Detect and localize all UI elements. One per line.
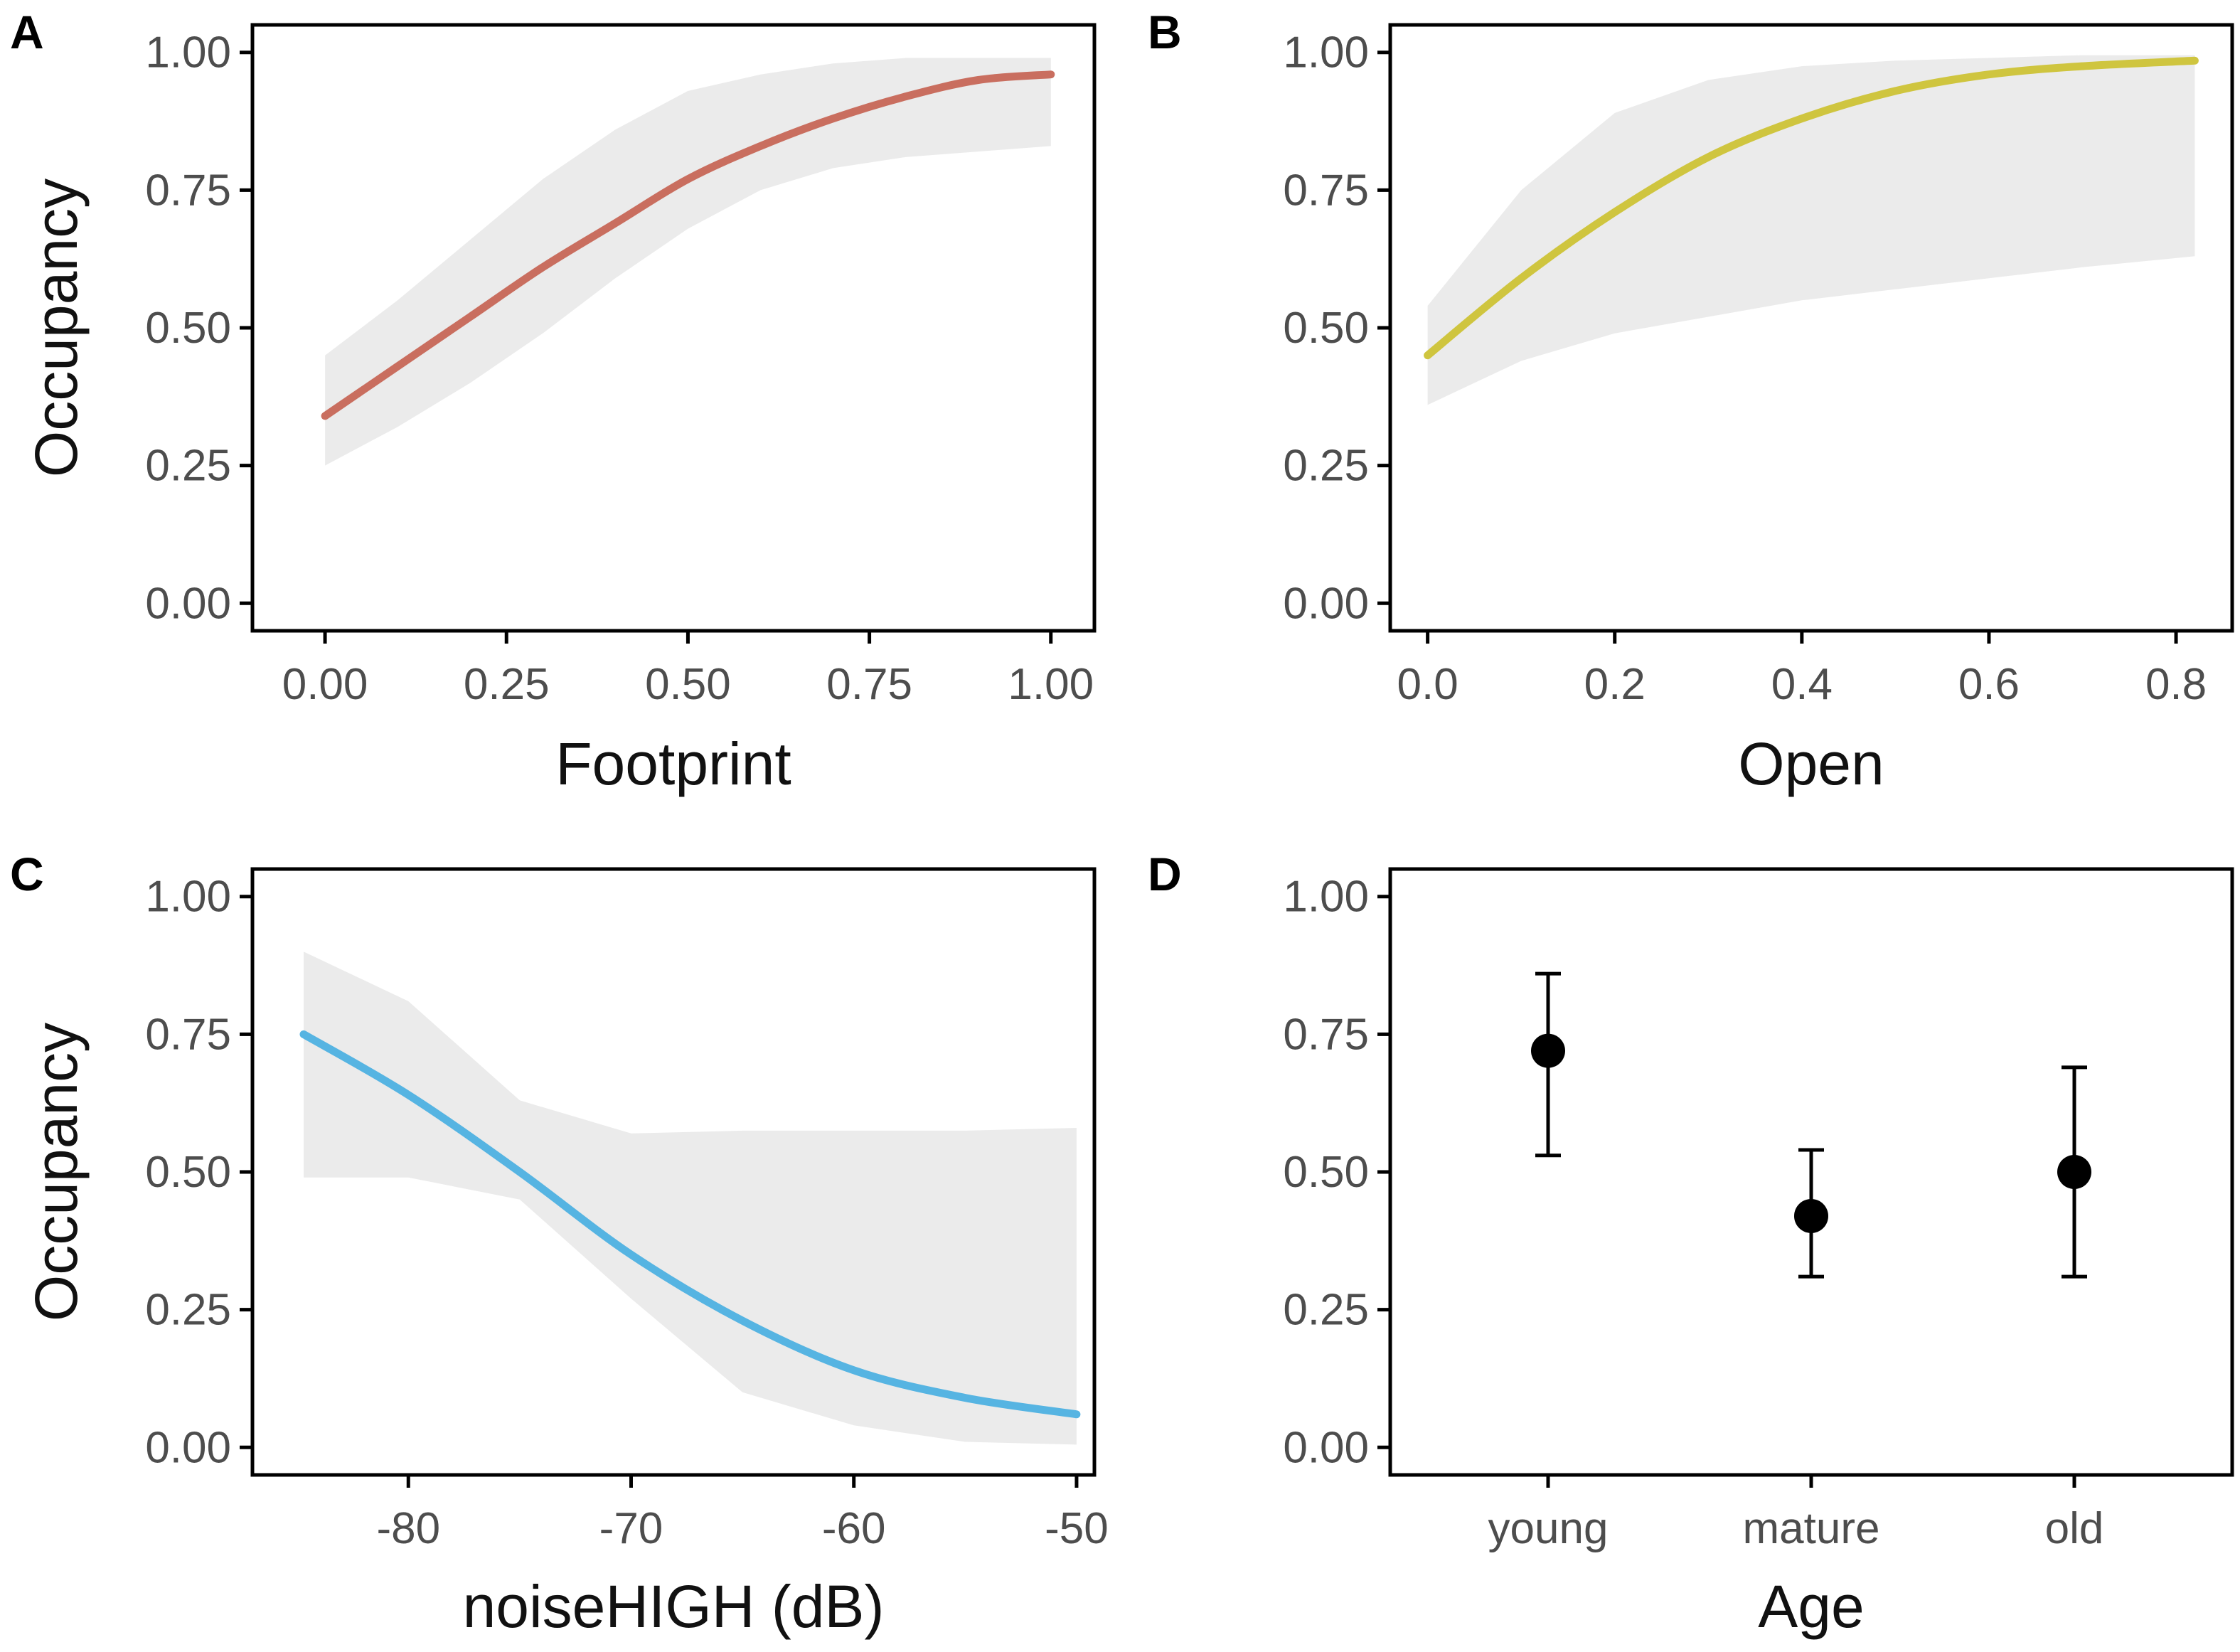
panel-b-x-axis-title: Open [1738, 730, 1884, 797]
panel-c-y-axis-title: Occupancy [23, 1023, 90, 1321]
x-tick-label: 1.00 [1008, 660, 1094, 709]
y-tick-label: 0.75 [145, 166, 231, 215]
y-tick-label: 1.00 [145, 873, 231, 922]
panel-a-y-axis-title: Occupancy [23, 178, 90, 477]
y-tick-label: 0.75 [1283, 166, 1369, 215]
panel-a-x-axis-title: Footprint [555, 730, 791, 797]
y-tick-label: 0.50 [145, 304, 231, 353]
panel-b-fit-line [1424, 56, 2199, 360]
x-tick-label: 0.4 [1771, 660, 1833, 709]
panel-d: D 0.00 0.25 0.50 0.75 1.00 young mature old Ag… [1148, 848, 2234, 1640]
y-tick-label: 0.50 [145, 1148, 231, 1197]
y-tick-label: 0.25 [145, 442, 231, 491]
y-tick-label: 1.00 [1283, 873, 1369, 922]
panel-c-fit-line [299, 1030, 1081, 1419]
y-tick-label: 0.50 [1283, 304, 1369, 353]
panel-b: B 0.00 0.25 0.50 0.75 1.00 0.0 0.2 0.4 0.6 0.8 O… [1148, 6, 2234, 797]
panel-a: A 0.00 0.25 0.50 0.75 1.00 0.00 0.25 0.50 0.75 1… [10, 6, 1097, 797]
panel-d-letter: D [1148, 848, 1182, 900]
y-tick-label: 0.00 [1283, 1423, 1369, 1472]
panel-d-x-axis: young mature old [1488, 1475, 2104, 1553]
panel-c-x-axis: -80 -70 -60 -50 [376, 1475, 1109, 1553]
y-tick-label: 0.25 [1283, 442, 1369, 491]
y-tick-label: 0.25 [145, 1286, 231, 1335]
x-tick-label: 0.2 [1584, 660, 1646, 709]
x-tick-label: 0.50 [645, 660, 731, 709]
y-tick-label: 0.00 [1283, 579, 1369, 628]
x-tick-label: -60 [822, 1504, 886, 1553]
panel-d-x-axis-title: Age [1758, 1573, 1864, 1640]
y-tick-label: 1.00 [1283, 28, 1369, 78]
panel-a-y-axis: 0.00 0.25 0.50 0.75 1.00 [145, 28, 252, 628]
y-tick-label: 0.50 [1283, 1148, 1369, 1197]
data-point [2057, 1155, 2091, 1189]
y-tick-label: 0.75 [145, 1010, 231, 1059]
x-tick-label: mature [1743, 1504, 1880, 1553]
panel-b-x-axis: 0.0 0.2 0.4 0.6 0.8 [1397, 631, 2207, 709]
x-tick-label: 0.6 [1958, 660, 2020, 709]
panel-a-confidence-ribbon [325, 58, 1051, 466]
data-point [1531, 1033, 1565, 1068]
x-tick-label: -50 [1045, 1504, 1109, 1553]
x-tick-label: young [1488, 1504, 1609, 1553]
x-tick-label: old [2045, 1504, 2104, 1553]
y-tick-label: 0.00 [145, 579, 231, 628]
panel-d-points [1531, 1033, 2091, 1233]
y-tick-label: 0.00 [145, 1423, 231, 1472]
panel-b-y-axis: 0.00 0.25 0.50 0.75 1.00 [1283, 28, 1390, 628]
panel-c-x-axis-title: noiseHIGH (dB) [463, 1573, 885, 1640]
panel-c-letter: C [10, 848, 44, 900]
x-tick-label: 0.25 [464, 660, 550, 709]
data-point [1794, 1198, 1828, 1233]
x-tick-label: 0.8 [2145, 660, 2207, 709]
panel-c-y-axis: 0.00 0.25 0.50 0.75 1.00 [145, 873, 252, 1472]
panel-d-y-axis: 0.00 0.25 0.50 0.75 1.00 [1283, 873, 1390, 1472]
y-tick-label: 0.25 [1283, 1286, 1369, 1335]
panel-c: C 0.00 0.25 0.50 0.75 1.00 -80 -70 -60 -50 nois… [10, 848, 1109, 1640]
panel-a-letter: A [10, 6, 44, 58]
panel-a-x-axis: 0.00 0.25 0.50 0.75 1.00 [282, 631, 1094, 709]
panel-b-confidence-ribbon [1427, 55, 2195, 405]
x-tick-label: 0.75 [826, 660, 912, 709]
x-tick-label: -80 [376, 1504, 440, 1553]
y-tick-label: 0.75 [1283, 1010, 1369, 1059]
panel-c-confidence-ribbon [304, 952, 1077, 1445]
x-tick-label: -70 [599, 1504, 663, 1553]
x-tick-label: 0.0 [1397, 660, 1458, 709]
y-tick-label: 1.00 [145, 28, 231, 78]
panel-a-fit-line [321, 70, 1055, 420]
x-tick-label: 0.00 [282, 660, 368, 709]
panel-b-letter: B [1148, 6, 1182, 58]
